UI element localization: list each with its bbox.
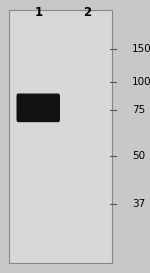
Text: 1: 1 [35, 6, 43, 19]
Text: 75: 75 [132, 105, 145, 115]
Text: 37: 37 [132, 199, 145, 209]
Text: 150: 150 [132, 44, 150, 54]
Text: 50: 50 [132, 150, 145, 161]
Text: 100: 100 [132, 77, 150, 87]
Text: 2: 2 [83, 6, 91, 19]
FancyBboxPatch shape [16, 93, 60, 122]
FancyBboxPatch shape [9, 10, 112, 263]
